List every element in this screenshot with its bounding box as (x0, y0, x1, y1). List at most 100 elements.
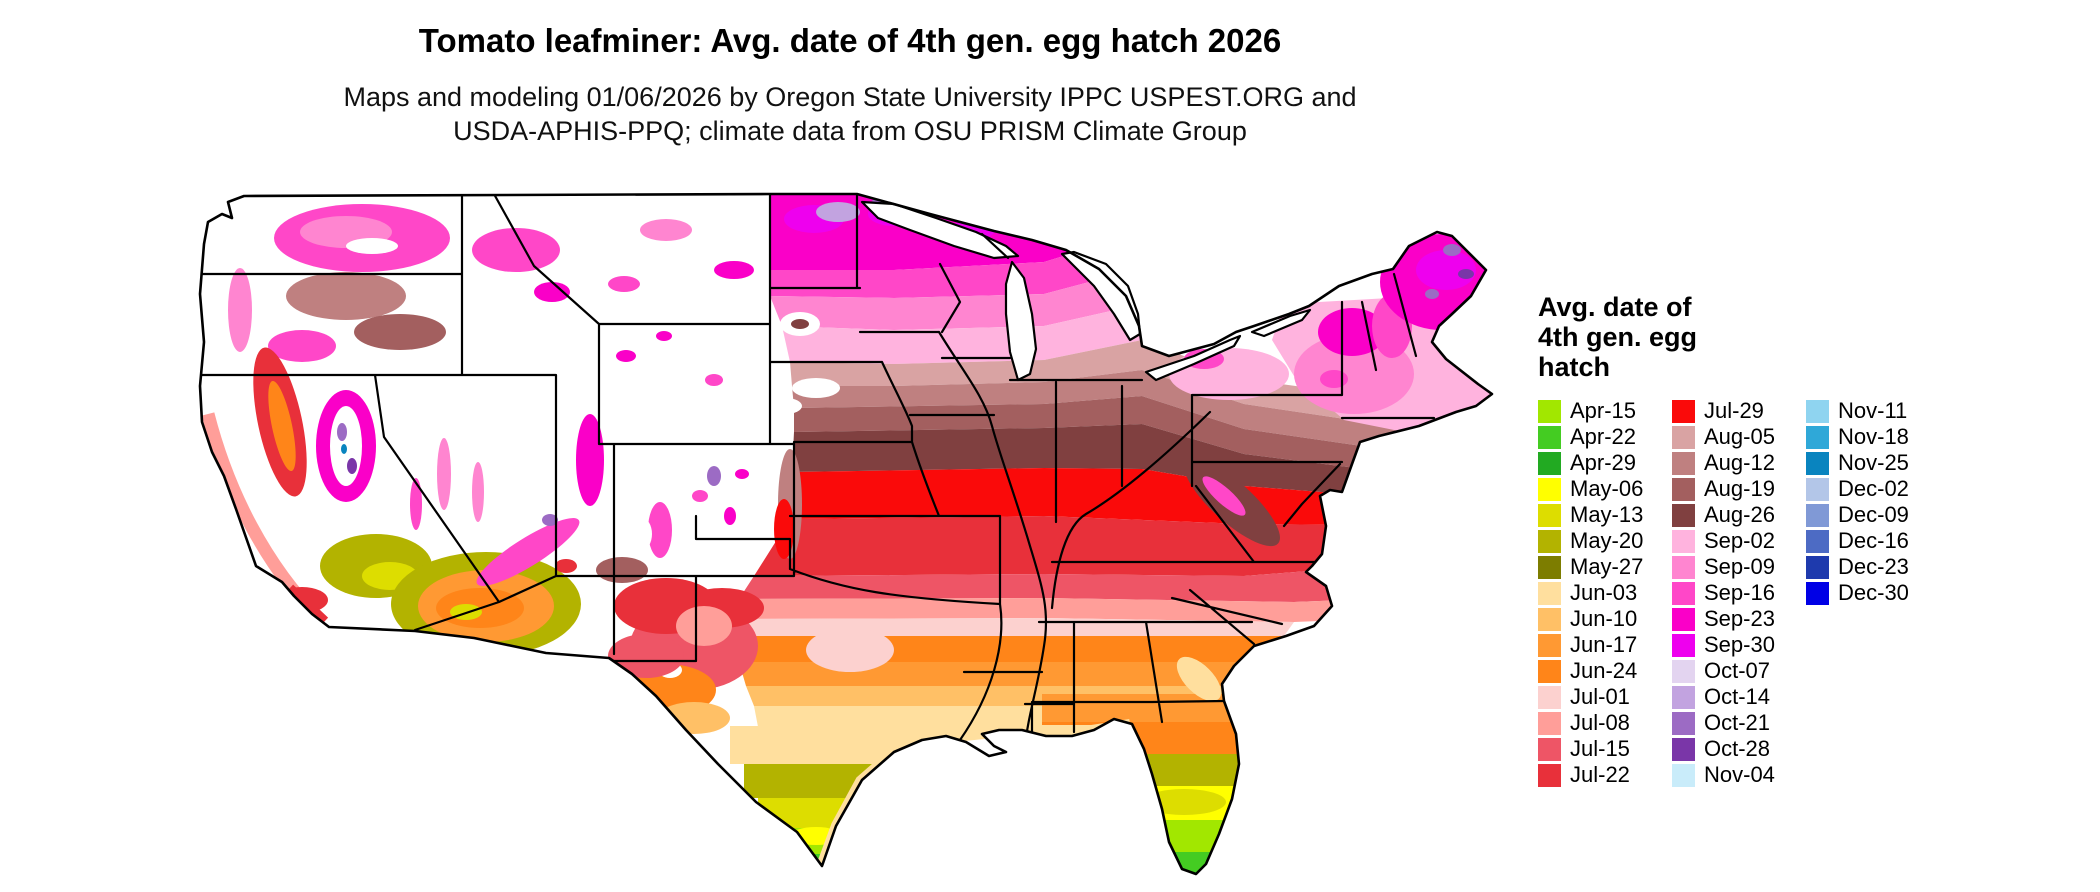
legend-label: Jul-01 (1570, 684, 1630, 709)
legend-swatch (1538, 659, 1561, 683)
legend-swatch (1538, 607, 1561, 631)
page-subtitle: Maps and modeling 01/06/2026 by Oregon S… (0, 80, 1700, 148)
legend-item: Aug-05 (1672, 424, 1796, 450)
great-lakes (860, 200, 1312, 382)
legend-label: Dec-23 (1838, 554, 1909, 579)
legend-label: Sep-09 (1704, 554, 1775, 579)
legend-label: Jul-29 (1704, 398, 1764, 423)
legend-label: Dec-02 (1838, 476, 1909, 501)
legend-swatch (1806, 477, 1829, 501)
legend-swatch (1672, 451, 1695, 475)
legend-label: Jun-03 (1570, 580, 1638, 605)
legend-label: Nov-04 (1704, 762, 1775, 787)
legend-item: Sep-09 (1672, 554, 1796, 580)
legend-item: Nov-11 (1806, 398, 1930, 424)
legend-swatch (1538, 581, 1561, 605)
legend-label: Jul-22 (1570, 762, 1630, 787)
legend-label: Jun-10 (1570, 606, 1638, 631)
legend-item: Jun-17 (1538, 632, 1662, 658)
legend-swatch (1538, 425, 1561, 449)
legend-item: Jul-29 (1672, 398, 1796, 424)
legend-swatch (1806, 451, 1829, 475)
legend-swatch (1538, 529, 1561, 553)
legend-swatch (1538, 555, 1561, 579)
legend-item: May-13 (1538, 502, 1662, 528)
legend-label: Aug-19 (1704, 476, 1775, 501)
legend-swatch (1538, 685, 1561, 709)
legend-swatch (1538, 633, 1561, 657)
legend-title-line-3: hatch (1538, 352, 1611, 382)
legend-item: Oct-07 (1672, 658, 1796, 684)
subtitle-line-2: USDA-APHIS-PPQ; climate data from OSU PR… (453, 116, 1247, 146)
legend-column-2: Jul-29 Aug-05 Aug-12 Aug-19 Aug-26 Sep-02 Sep-… (1672, 398, 1796, 788)
legend-item: Aug-19 (1672, 476, 1796, 502)
legend-item: May-06 (1538, 476, 1662, 502)
legend-item: Dec-02 (1806, 476, 1930, 502)
legend-item: Dec-30 (1806, 580, 1930, 606)
legend-swatch (1672, 399, 1695, 423)
legend-label: Oct-14 (1704, 684, 1771, 709)
legend-column-1: Apr-15 Apr-22 Apr-29 May-06 May-13 May-20 May-… (1538, 398, 1662, 788)
legend-item: Sep-02 (1672, 528, 1796, 554)
legend-swatch (1672, 685, 1695, 709)
legend-item: Nov-04 (1672, 762, 1796, 788)
legend-title: Avg. date of 4th gen. egg hatch (1538, 292, 2098, 382)
legend-title-line-1: Avg. date of (1538, 292, 1692, 322)
legend-item: Jul-15 (1538, 736, 1662, 762)
subtitle-line-1: Maps and modeling 01/06/2026 by Oregon S… (343, 82, 1357, 112)
legend-label: Aug-12 (1704, 450, 1775, 475)
legend-swatch (1672, 529, 1695, 553)
page-title: Tomato leafminer: Avg. date of 4th gen. … (418, 22, 1282, 59)
lake-huron (1060, 250, 1142, 342)
legend-column-3: Nov-11 Nov-18 Nov-25 Dec-02 Dec-09 Dec-16 Dec-… (1806, 398, 1930, 788)
lake-erie (1144, 334, 1242, 382)
legend-label: Aug-26 (1704, 502, 1775, 527)
map-container (194, 174, 1500, 884)
legend-swatch (1806, 555, 1829, 579)
legend-label: Jul-15 (1570, 736, 1630, 761)
legend-label: Jun-24 (1570, 658, 1638, 683)
legend-item: Apr-29 (1538, 450, 1662, 476)
legend-swatch (1672, 659, 1695, 683)
map-legend: Avg. date of 4th gen. egg hatch Apr-15 Ap… (1538, 292, 2098, 788)
legend-label: Apr-15 (1570, 398, 1637, 423)
legend-label: Aug-05 (1704, 424, 1775, 449)
legend-swatch (1672, 477, 1695, 501)
legend-item: Apr-22 (1538, 424, 1662, 450)
legend-swatch (1672, 555, 1695, 579)
map-northeast-patches (1169, 234, 1492, 547)
legend-label: Nov-25 (1838, 450, 1909, 475)
legend-label: Oct-07 (1704, 658, 1771, 683)
legend-label: Sep-16 (1704, 580, 1775, 605)
legend-item: Jul-08 (1538, 710, 1662, 736)
legend-label: May-13 (1570, 502, 1644, 527)
legend-label: Sep-30 (1704, 632, 1775, 657)
legend-swatch (1806, 529, 1829, 553)
legend-item: Sep-23 (1672, 606, 1796, 632)
legend-swatch (1538, 503, 1561, 527)
map-color-layers (201, 194, 1492, 874)
legend-swatch (1672, 425, 1695, 449)
legend-item: May-20 (1538, 528, 1662, 554)
legend-item: Jul-01 (1538, 684, 1662, 710)
legend-label: Apr-22 (1570, 424, 1637, 449)
legend-label: Oct-21 (1704, 710, 1771, 735)
legend-swatch (1538, 477, 1561, 501)
legend-item: Oct-14 (1672, 684, 1796, 710)
legend-label: Jul-08 (1570, 710, 1630, 735)
legend-item: Sep-30 (1672, 632, 1796, 658)
lake-superior (860, 200, 1020, 260)
legend-item: Aug-26 (1672, 502, 1796, 528)
legend-item: Apr-15 (1538, 398, 1662, 424)
legend-item: Jun-10 (1538, 606, 1662, 632)
legend-label: Dec-30 (1838, 580, 1909, 605)
legend-swatch (1806, 581, 1829, 605)
legend-swatch (1672, 763, 1695, 787)
legend-label: May-20 (1570, 528, 1644, 553)
legend-swatch (1672, 633, 1695, 657)
legend-item: Oct-28 (1672, 736, 1796, 762)
legend-swatch (1538, 399, 1561, 423)
legend-item: Dec-16 (1806, 528, 1930, 554)
legend-item: May-27 (1538, 554, 1662, 580)
legend-label: Sep-02 (1704, 528, 1775, 553)
